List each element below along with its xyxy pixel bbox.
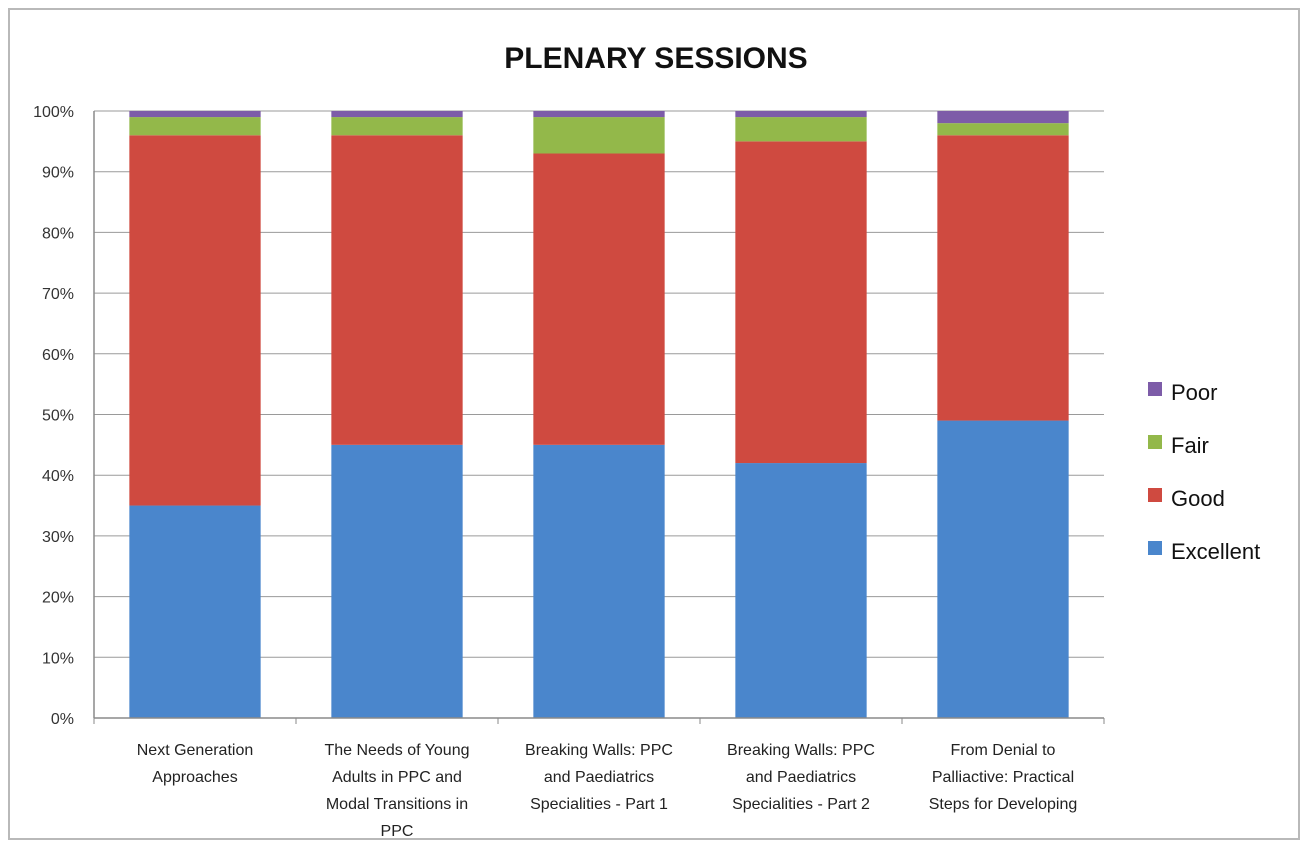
x-category-label-line: Breaking Walls: PPC	[727, 742, 875, 759]
x-category-label-line: Steps for Developing	[929, 796, 1078, 813]
y-tick-label: 50%	[42, 408, 74, 425]
bar-segment-excellent	[533, 444, 665, 718]
axes	[93, 111, 1105, 724]
bar-segment-good	[533, 153, 665, 445]
bar-segment-excellent	[937, 420, 1069, 718]
legend-label-excellent: Excellent	[1171, 539, 1260, 564]
bar-segment-excellent	[331, 444, 463, 718]
bar-segment-poor	[735, 111, 867, 118]
x-category-label-line: Specialities - Part 1	[530, 796, 668, 813]
x-category-label-line: Modal Transitions in	[326, 796, 468, 813]
y-tick-label: 100%	[33, 104, 74, 121]
y-tick-label: 40%	[42, 468, 74, 485]
bar-segment-fair	[331, 117, 463, 136]
x-category-label-line: Adults in PPC and	[332, 769, 462, 786]
bar-segment-poor	[331, 111, 463, 118]
x-category-label-line: From Denial to	[951, 742, 1056, 759]
bar-segment-good	[937, 135, 1069, 421]
legend-swatch-fair	[1148, 435, 1162, 449]
x-category-label: From Denial to Palliactive: Practical Step…	[929, 742, 1078, 813]
legend-swatch-good	[1148, 488, 1162, 502]
x-category-label-line: The Needs of Young	[324, 742, 469, 759]
x-category-label-line: PPC	[381, 823, 414, 840]
legend-swatch-poor	[1148, 382, 1162, 396]
bar-segment-excellent	[735, 463, 867, 718]
bar-segment-fair	[533, 117, 665, 154]
legend: Poor Fair Good Excellent	[1148, 380, 1260, 564]
x-category-label-line: Breaking Walls: PPC	[525, 742, 673, 759]
y-tick-label: 10%	[42, 650, 74, 667]
y-tick-label: 90%	[42, 165, 74, 182]
bar-segment-fair	[937, 123, 1069, 136]
bar-segment-good	[331, 135, 463, 445]
y-tick-label: 30%	[42, 529, 74, 546]
bar-segment-excellent	[129, 505, 261, 718]
x-category-label: Breaking Walls: PPC and Paediatrics Specia…	[727, 742, 875, 813]
x-category-label-line: Specialities - Part 2	[732, 796, 870, 813]
bar-segment-poor	[129, 111, 261, 118]
x-category-label: Breaking Walls: PPC and Paediatrics Specia…	[525, 742, 673, 813]
legend-label-poor: Poor	[1171, 380, 1217, 405]
chart-title: PLENARY SESSIONS	[504, 42, 807, 75]
x-category-label-line: Next Generation	[137, 742, 254, 759]
x-category-label: Next Generation Approaches	[137, 742, 254, 786]
y-tick-label: 80%	[42, 225, 74, 242]
bar-segment-fair	[735, 117, 867, 142]
bars	[129, 111, 1069, 718]
x-axis-categories: Next Generation Approaches The Needs of Yo…	[137, 742, 1078, 840]
legend-label-fair: Fair	[1171, 433, 1209, 458]
x-category-label-line: and Paediatrics	[746, 769, 856, 786]
x-category-label: The Needs of Young Adults in PPC and Modal…	[324, 742, 469, 840]
y-tick-label: 20%	[42, 590, 74, 607]
bar-segment-poor	[937, 111, 1069, 124]
y-axis-ticks: 0% 10% 20% 30% 40% 50% 60% 70% 80% 90% 100%	[33, 104, 74, 728]
bar-segment-poor	[533, 111, 665, 118]
y-tick-label: 0%	[51, 711, 74, 728]
y-tick-label: 70%	[42, 286, 74, 303]
x-category-label-line: Approaches	[152, 769, 237, 786]
x-category-label-line: Palliactive: Practical	[932, 769, 1074, 786]
x-category-label-line: and Paediatrics	[544, 769, 654, 786]
bar-segment-fair	[129, 117, 261, 136]
legend-swatch-excellent	[1148, 541, 1162, 555]
y-tick-label: 60%	[42, 347, 74, 364]
bar-segment-good	[129, 135, 261, 506]
legend-label-good: Good	[1171, 486, 1225, 511]
bar-segment-good	[735, 141, 867, 464]
